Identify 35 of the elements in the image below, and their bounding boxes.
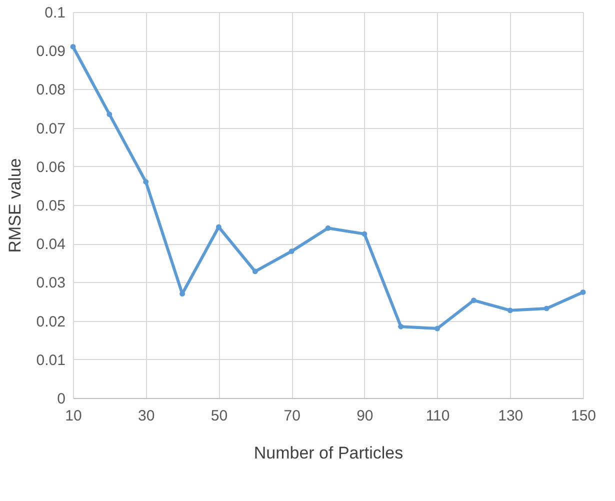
y-tick-label: 0.03: [36, 274, 66, 292]
y-tick-label: 0.02: [36, 313, 66, 330]
y-tick-label: 0.04: [36, 236, 66, 254]
point: [143, 179, 149, 185]
point: [507, 308, 513, 314]
y-tick-label: 0.07: [36, 120, 66, 138]
point: [216, 224, 222, 230]
y-tick-label: 0.08: [36, 82, 66, 99]
x-tick-label: 130: [498, 408, 524, 424]
point: [544, 306, 550, 312]
point: [325, 225, 331, 231]
x-tick-label: 110: [426, 408, 450, 424]
x-tick-label: 10: [65, 408, 82, 424]
point: [434, 326, 440, 332]
point: [398, 324, 404, 330]
x-tick-label: 30: [138, 408, 155, 424]
y-tick-label: 0.05: [36, 198, 66, 214]
y-tick-label: 0: [57, 390, 66, 408]
x-tick-label: 50: [210, 408, 228, 424]
y-tick-label: 0.09: [36, 43, 66, 60]
point: [70, 44, 76, 50]
point: [362, 231, 368, 237]
point: [252, 268, 258, 274]
x-tick-label: 150: [570, 408, 596, 424]
point: [470, 298, 476, 304]
x-tick-label: 90: [356, 408, 374, 424]
y-axis-title: RMSE value: [5, 158, 24, 253]
y-tick-label: 0.01: [36, 352, 66, 369]
x-axis-title: Number of Particles: [254, 444, 404, 462]
point: [288, 248, 294, 254]
point: [106, 112, 112, 118]
y-tick-label: 0.06: [36, 158, 66, 176]
x-tick-label: 70: [284, 408, 300, 424]
y-tick-label: 0.1: [44, 4, 66, 22]
point: [580, 290, 586, 295]
